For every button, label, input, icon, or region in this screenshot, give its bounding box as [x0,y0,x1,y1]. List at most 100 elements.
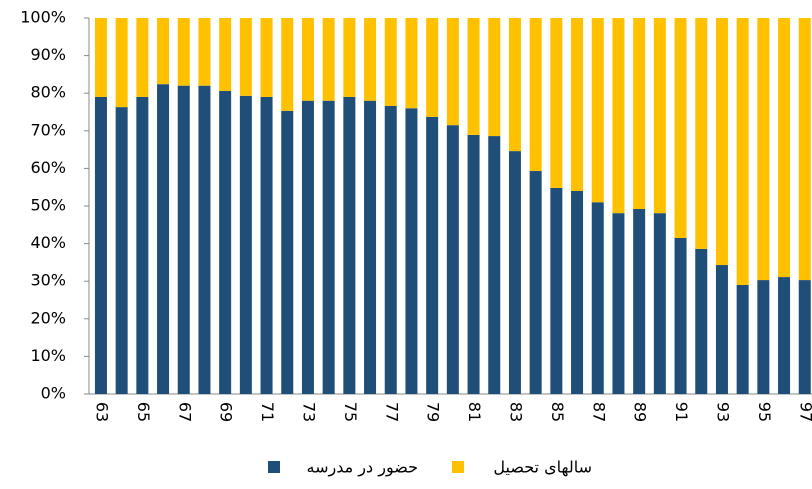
y-tick-label: 70% [30,120,66,139]
bar-segment [715,265,728,394]
bar-segment [715,18,728,266]
bar-segment [384,18,397,106]
legend-swatch [268,461,280,473]
bar-segment [239,18,252,96]
bar-segment [695,18,708,249]
x-tick-label: 89 [631,402,650,422]
bar-segment [736,18,749,285]
bar-segment [653,213,666,394]
bar-segment [674,237,687,394]
bar-segment [612,213,625,394]
bar-segment [508,151,521,394]
bar-segment [343,18,356,97]
bar-segment [757,280,770,394]
x-tick-label: 73 [299,402,318,422]
bar-segment [674,18,687,238]
bar-segment [591,18,604,203]
x-tick-label: 63 [92,402,111,422]
bar-segment [157,84,170,395]
legend-label: حضور در مدرسه [307,458,418,478]
x-tick-label: 87 [589,402,608,422]
x-tick-label: 77 [382,402,401,422]
bar-segment [571,190,584,394]
bar-segment [281,110,294,394]
bar-segment [653,18,666,214]
bar-segment [198,85,211,395]
legend-swatch [452,461,464,473]
bar-segment [757,18,770,281]
bar-segment [364,100,377,394]
y-tick-label: 90% [30,45,66,64]
bar-segment [426,18,439,117]
bar-segment [405,108,418,395]
bar-segment [322,100,335,394]
bar-segment [115,107,128,394]
bar-segment [219,90,232,394]
bar-segment [364,18,377,101]
bar-segment [115,18,128,108]
bar-segment [736,284,749,394]
y-tick-label: 40% [30,233,66,252]
bar-segment [198,18,211,86]
bar-segment [695,248,708,394]
bar-segment [633,209,646,394]
x-tick-label: 93 [713,402,732,422]
bar-segment [488,136,501,394]
bar-segment [177,18,190,86]
x-tick-label: 91 [672,402,691,422]
bar-segment [488,18,501,137]
y-tick-label: 0% [41,384,66,403]
bar-segment [591,202,604,394]
bar-segment [239,95,252,394]
bar-segment [467,18,480,135]
bar-segment [426,116,439,394]
bar-segment [219,18,232,91]
bar-segment [301,100,314,394]
y-tick-label: 50% [30,196,66,215]
x-tick-label: 81 [465,402,484,422]
bar-segment [94,96,107,395]
x-tick-label: 97 [796,402,812,422]
bar-segment [94,18,107,97]
bar-segment [467,134,480,394]
y-tick-label: 100% [20,8,66,27]
x-tick-label: 65 [134,402,153,422]
bar-segment [529,171,542,394]
bar-segment [508,18,521,152]
x-tick-label: 69 [217,402,236,422]
x-tick-label: 71 [258,402,277,422]
bar-segment [446,18,459,126]
bar-segment [798,18,811,281]
bar-segment [260,96,273,395]
bar-segment [446,125,459,394]
bar-segment [281,18,294,111]
bar-segment [529,18,542,172]
x-tick-label: 75 [341,402,360,422]
y-tick-label: 60% [30,158,66,177]
bar-segment [136,96,149,395]
bar-segment [405,18,418,109]
bar-segment [550,18,563,188]
bar-segment [778,18,791,278]
bar-segment [550,187,563,394]
x-tick-label: 67 [175,402,194,422]
x-tick-label: 83 [506,402,525,422]
bar-segment [633,18,646,210]
y-tick-label: 10% [30,346,66,365]
bar-segment [571,18,584,191]
y-tick-label: 80% [30,83,66,102]
x-tick-label: 95 [755,402,774,422]
bar-segment [301,18,314,101]
bar-segment [177,85,190,395]
bar-segment [343,96,356,395]
bar-segment [798,280,811,394]
bar-segment [260,18,273,97]
bar-segment [612,18,625,214]
legend-label: سالهای تحصیل [493,458,592,478]
bar-segment [136,18,149,97]
y-tick-label: 20% [30,308,66,327]
bar-segment [384,105,397,394]
x-tick-label: 79 [424,402,443,422]
y-tick-label: 30% [30,271,66,290]
